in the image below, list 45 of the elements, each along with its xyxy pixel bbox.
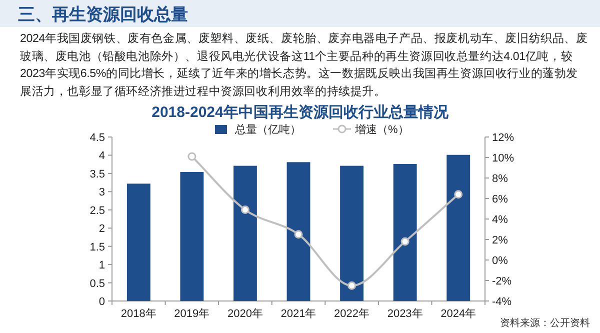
point bbox=[348, 281, 356, 290]
y-tick-label: 1.5 bbox=[90, 241, 105, 254]
bar bbox=[446, 154, 470, 301]
y-tick-label: 0 bbox=[98, 296, 105, 308]
bar bbox=[233, 166, 257, 301]
bar bbox=[126, 184, 150, 301]
bar bbox=[340, 166, 364, 301]
bar bbox=[180, 172, 204, 301]
text: 资料来源：公开资料 bbox=[500, 317, 590, 329]
x-tick-label: 2019年 bbox=[174, 308, 210, 320]
point bbox=[400, 237, 410, 246]
x-tick-label: 2023年 bbox=[387, 308, 423, 320]
y-tick-label: 2 bbox=[98, 223, 105, 236]
x-tick-label: 2020年 bbox=[227, 308, 263, 320]
point bbox=[454, 190, 463, 199]
chart-title: 2018-2024年中国再生资源回收行业总量情况 bbox=[152, 104, 450, 121]
y-tick-label: 0.5 bbox=[90, 278, 105, 290]
y2-tick-label: -2% bbox=[492, 276, 512, 288]
x-tick-label: 2024年 bbox=[440, 308, 476, 320]
y2-tick-label: -4% bbox=[492, 296, 512, 308]
y2-tick-label: 4% bbox=[492, 214, 508, 226]
y-tick-label: 4.5 bbox=[90, 132, 105, 144]
legend-label: 总量（亿吨） bbox=[234, 123, 301, 136]
y-tick-label: 2.5 bbox=[90, 204, 105, 217]
point bbox=[294, 230, 303, 239]
y2-tick-label: 10% bbox=[492, 152, 514, 164]
x-tick-label: 2021年 bbox=[280, 308, 316, 320]
bar bbox=[286, 162, 310, 301]
text: 三、再生资源回收总量 bbox=[18, 4, 188, 26]
y2-tick-label: 0% bbox=[492, 255, 508, 267]
y2-tick-label: 6% bbox=[492, 194, 508, 206]
y2-tick-label: 2% bbox=[492, 234, 508, 246]
point bbox=[188, 152, 196, 161]
text: 2024年我国废钢铁、废有色金属、废塑料、废纸、废轮胎、废弃电器电子产品、报废机动车、废旧纺织品、废玻璃、废电池（铅酸电池除外）、退役风电光伏设备这11个主要品种的再生资源回收总量约达4.01亿吨，较2023年实现6.5%的同比增长，延续了近年来的增长态势。这一数据既反映出我国再生资源回收行业的蓬勃发展活力，也彰显了循环经济推进过程中资源回收利用效率的持续提升。 bbox=[20, 31, 588, 100]
y2-tick-label: 8% bbox=[492, 173, 508, 185]
y2-tick-label: 12% bbox=[492, 132, 514, 144]
legend-label: 增速（%） bbox=[354, 123, 409, 136]
y-tick-label: 1 bbox=[98, 260, 105, 272]
x-tick-label: 2018年 bbox=[120, 308, 156, 320]
y-tick-label: 3.5 bbox=[90, 168, 105, 180]
point bbox=[240, 206, 250, 214]
bar bbox=[393, 164, 417, 301]
y-tick-label: 3 bbox=[98, 186, 105, 199]
y-tick-label: 4 bbox=[98, 150, 105, 162]
x-tick-label: 2022年 bbox=[334, 308, 370, 320]
